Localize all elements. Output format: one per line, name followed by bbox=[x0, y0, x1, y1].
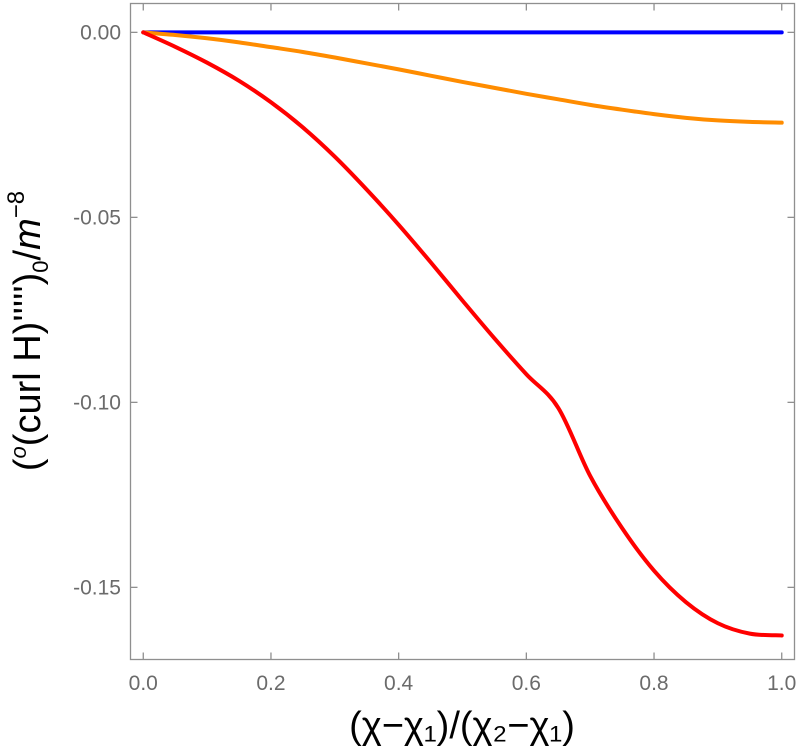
y-tick-label: 0.00 bbox=[80, 21, 121, 44]
series-line-3 bbox=[141, 30, 784, 638]
y-axis-ticks: 0.00 -0.05 -0.10 -0.15 bbox=[73, 21, 795, 599]
y-title-exp: −8 bbox=[3, 191, 30, 218]
x-axis-title: (χ−χ₁)/(χ₂−χ₁) bbox=[349, 705, 575, 747]
x-tick-label: 1.0 bbox=[767, 672, 796, 695]
plot-frame bbox=[129, 2, 796, 661]
series-layer bbox=[141, 30, 784, 638]
y-title-sub0: 0 bbox=[28, 260, 53, 272]
y-title-close: ) bbox=[7, 273, 49, 286]
y-tick-label: -0.15 bbox=[73, 576, 121, 599]
y-title-super-o: o bbox=[6, 446, 31, 458]
y-title-slash: / bbox=[7, 249, 49, 260]
y-axis-title-group: (o(curl H)''''')0/m−8 bbox=[3, 191, 53, 471]
series-line-2 bbox=[141, 30, 784, 125]
x-tick-label: 0.0 bbox=[129, 672, 158, 695]
y-tick-label: -0.10 bbox=[73, 391, 121, 414]
y-title-m: m bbox=[7, 218, 49, 250]
y-tick-label: -0.05 bbox=[73, 206, 121, 229]
y-axis-title: (o(curl H)''''')0/m−8 bbox=[3, 191, 53, 471]
x-tick-label: 0.4 bbox=[384, 672, 414, 695]
y-title-core: (curl H)''''' bbox=[7, 285, 49, 446]
x-tick-label: 0.8 bbox=[639, 672, 668, 695]
y-title-open: ( bbox=[7, 458, 49, 471]
x-axis-ticks: 0.0 0.2 0.4 0.6 0.8 1.0 bbox=[129, 3, 796, 695]
x-tick-label: 0.6 bbox=[512, 672, 541, 695]
x-tick-label: 0.2 bbox=[256, 672, 285, 695]
